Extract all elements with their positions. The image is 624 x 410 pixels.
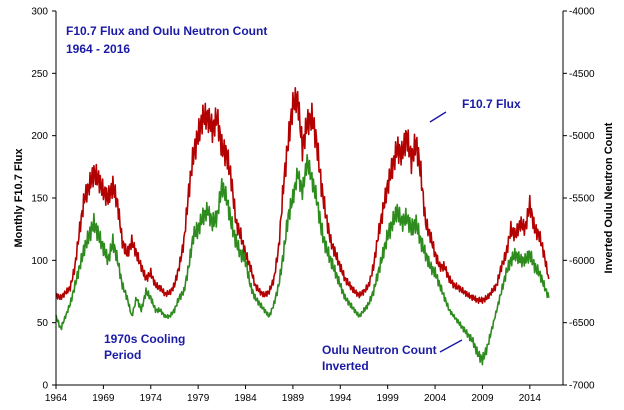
x-tick-label: 2014	[519, 393, 542, 404]
y2-tick-label: -5000	[569, 131, 595, 142]
x-tick-label: 1989	[282, 393, 305, 404]
y-axis-label: Monthly F10.7 Flux	[13, 148, 25, 248]
y-tick-label: 150	[31, 194, 48, 205]
y-tick-label: 100	[31, 256, 48, 267]
y2-tick-label: -6500	[569, 318, 595, 329]
y2-tick-label: -7000	[569, 381, 595, 392]
x-tick-label: 1969	[92, 393, 115, 404]
x-tick-label: 1964	[45, 393, 68, 404]
x-tick-label: 1999	[377, 393, 400, 404]
y2-tick-label: -4500	[569, 69, 595, 80]
series-layer	[55, 87, 550, 366]
oulu-annotation-line1: Oulu Neutron Count	[322, 343, 437, 357]
series-line-f107-flux	[55, 87, 550, 305]
x-tick-label: 2009	[471, 393, 494, 404]
chart-subtitle: 1964 - 2016	[66, 42, 130, 56]
x-tick-label: 2004	[424, 393, 447, 404]
y-tick-label: 300	[31, 7, 48, 18]
x-tick-label: 1984	[234, 393, 257, 404]
oulu-annotation-line2: Inverted	[322, 359, 369, 373]
y-tick-label: 250	[31, 69, 48, 80]
plot-area	[56, 11, 563, 385]
x-tick-label: 1974	[140, 393, 163, 404]
chart-title: F10.7 Flux and Oulu Neutron Count	[66, 24, 267, 38]
y2-tick-label: -4000	[569, 7, 595, 18]
series-line-oulu-neutron	[55, 153, 550, 366]
axes-layer: 1964 1969 1974 1979 1984 1989 1994 1999 2004 2009…	[31, 7, 595, 405]
y-tick-label: 0	[42, 381, 48, 392]
oulu-annotation-arrow	[439, 339, 463, 353]
x-tick-label: 1979	[187, 393, 210, 404]
y-tick-label: 200	[31, 131, 48, 142]
flux-annotation-arrow	[429, 111, 447, 123]
y2-axis-label: Inverted Oulu Neutron Count	[603, 122, 615, 273]
x-tick-label: 1994	[329, 393, 352, 404]
y2-tick-label: -5500	[569, 194, 595, 205]
cooling-annotation-line2: Period	[104, 348, 141, 362]
cooling-annotation-line1: 1970s Cooling	[104, 332, 185, 346]
y2-tick-label: -6000	[569, 256, 595, 267]
y-tick-label: 50	[37, 318, 49, 329]
flux-annotation: F10.7 Flux	[462, 97, 521, 111]
